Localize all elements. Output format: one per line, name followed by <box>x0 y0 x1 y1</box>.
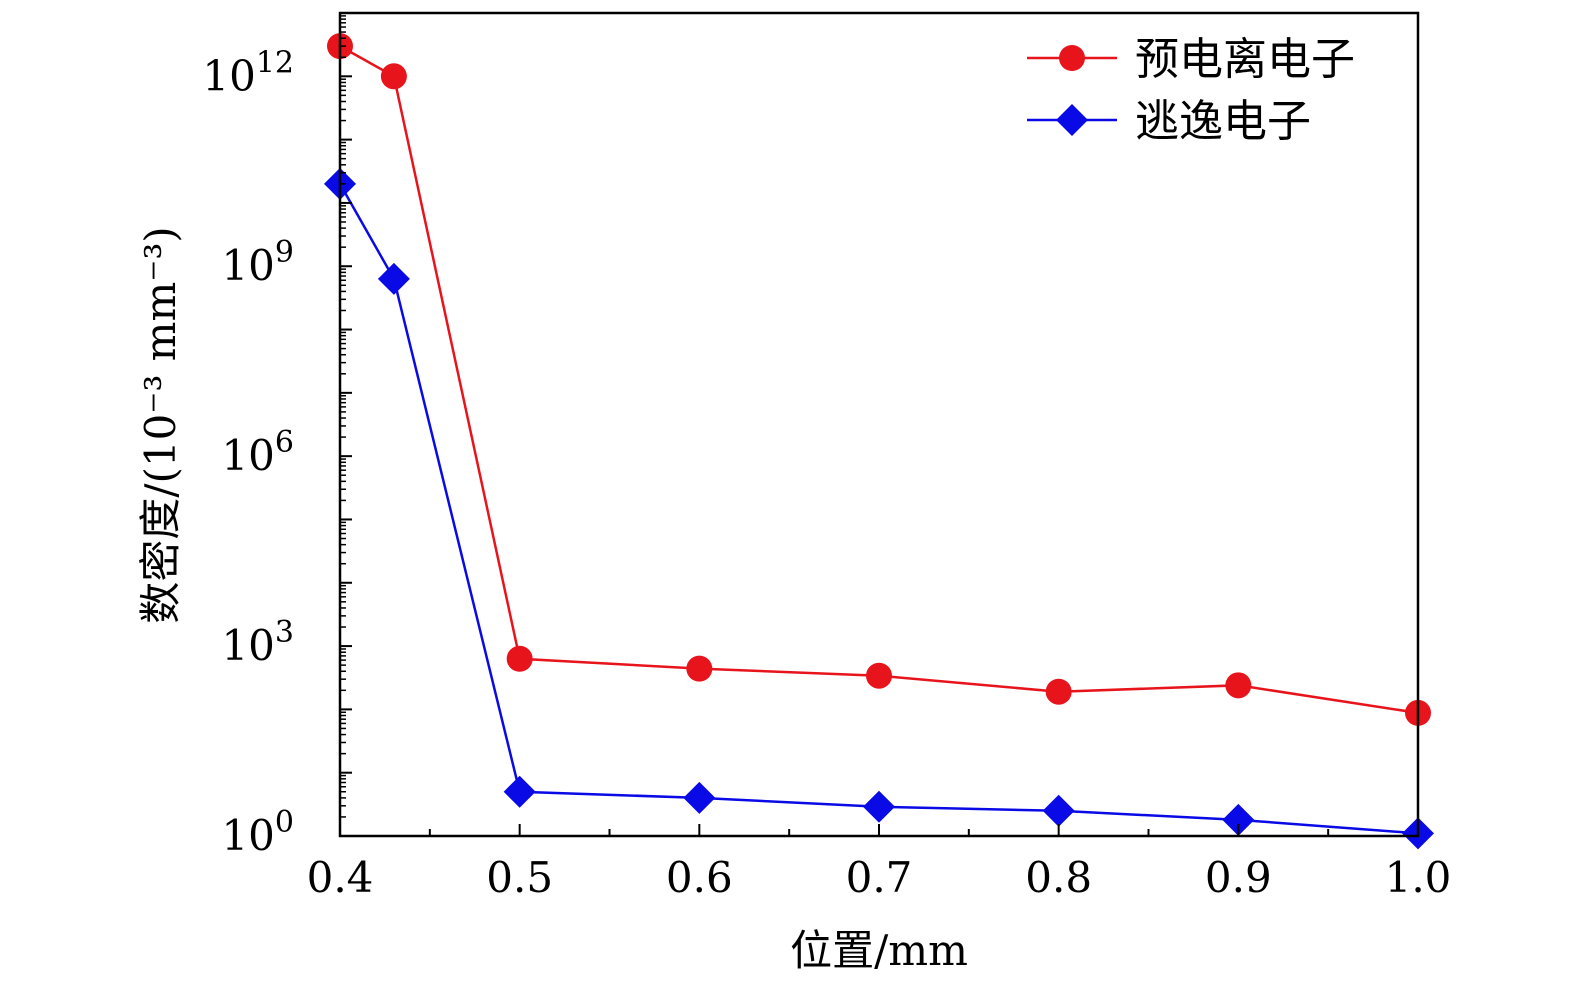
series-layer <box>324 33 1434 850</box>
x-tick-label: 0.8 <box>1025 853 1092 902</box>
x-tick-label: 0.5 <box>486 853 553 902</box>
series-2 <box>324 167 1434 850</box>
x-tick-label: 0.6 <box>666 853 733 902</box>
y-tick-label: 109 <box>221 235 294 290</box>
y-tick-exponent: 9 <box>275 235 294 270</box>
series-line <box>339 45 1419 715</box>
data-point <box>506 645 533 672</box>
ticks-layer <box>339 12 1419 837</box>
y-tick-exponent: 12 <box>256 45 294 80</box>
data-point <box>1045 678 1072 705</box>
data-point <box>686 655 713 682</box>
x-tick-label: 0.4 <box>307 853 374 902</box>
legend-label: 逃逸电子 <box>1135 96 1311 147</box>
data-point <box>683 781 716 814</box>
y-tick-exponent: 6 <box>275 425 294 460</box>
data-point <box>377 262 410 295</box>
y-tick-base: 10 <box>221 621 274 670</box>
x-axis-label: 位置/mm <box>790 926 968 975</box>
legend-marker <box>1056 104 1088 136</box>
y-tick-base: 10 <box>221 241 274 290</box>
y-tick-label: 106 <box>221 425 294 480</box>
x-tick-label: 1.0 <box>1385 853 1452 902</box>
y-tick-label: 100 <box>221 805 294 860</box>
legend-item: 预电离电子 <box>1027 34 1355 85</box>
x-tick-label: 0.7 <box>846 853 913 902</box>
data-point <box>863 790 895 823</box>
data-point <box>1222 803 1255 836</box>
y-axis-label: 数密度/(10⁻³ mm⁻³) <box>136 226 185 623</box>
y-tick-base: 10 <box>202 51 255 100</box>
y-tick-label: 1012 <box>202 45 294 100</box>
data-point <box>1225 672 1252 699</box>
legend-label: 预电离电子 <box>1135 34 1355 85</box>
y-tick-base: 10 <box>221 431 274 480</box>
y-tick-exponent: 3 <box>275 615 294 650</box>
data-point <box>866 662 892 689</box>
y-tick-label: 103 <box>221 615 294 670</box>
data-point <box>503 775 536 808</box>
data-point <box>380 63 407 90</box>
legend-marker <box>1059 45 1085 71</box>
data-point <box>1042 794 1075 827</box>
x-tick-label: 0.9 <box>1205 853 1272 902</box>
series-line <box>338 183 1419 835</box>
y-tick-exponent: 0 <box>275 805 294 840</box>
y-tick-base: 10 <box>221 811 274 860</box>
legend-item: 逃逸电子 <box>1027 96 1311 147</box>
